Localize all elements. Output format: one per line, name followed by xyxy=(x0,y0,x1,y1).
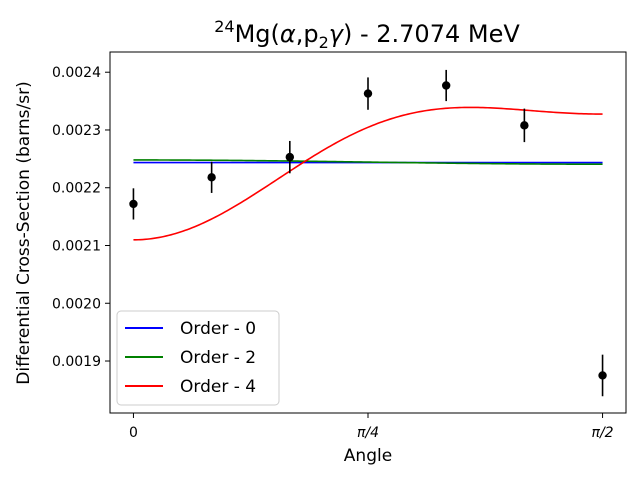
data-point xyxy=(598,371,607,380)
data-points xyxy=(129,69,607,397)
legend-label: Order - 2 xyxy=(180,348,256,368)
title-proton: ,p xyxy=(296,20,319,48)
legend-box xyxy=(116,310,280,406)
x-tick-label: π/2 xyxy=(592,425,614,441)
x-axis-ticks: 0 π/4 π/2 xyxy=(129,413,614,441)
x-tick-label: π/4 xyxy=(357,425,379,441)
data-point xyxy=(520,121,529,130)
title-isotope-superscript: 24 xyxy=(214,17,234,36)
title-element: Mg( xyxy=(235,20,280,48)
data-point xyxy=(441,81,451,90)
y-axis-label: Differential Cross-Section (barns/sr) xyxy=(14,81,34,384)
y-axis-ticks: 0.0019 0.0020 0.0021 0.0022 0.0023 0.0024 xyxy=(52,65,110,370)
y-tick-label: 0.0020 xyxy=(52,296,101,312)
y-tick-label: 0.0022 xyxy=(52,181,101,197)
legend: Order - 0 Order - 2 Order - 4 xyxy=(116,310,280,406)
y-tick-label: 0.0019 xyxy=(52,354,101,370)
data-point xyxy=(207,173,216,182)
title-gamma: γ xyxy=(329,20,345,48)
y-tick-label: 0.0024 xyxy=(52,65,101,81)
y-tick-label: 0.0021 xyxy=(52,238,101,254)
title-subscript: 2 xyxy=(319,33,329,52)
data-point xyxy=(363,89,373,98)
x-axis-label: Angle xyxy=(344,446,392,466)
data-point xyxy=(129,199,138,209)
x-tick-label: 0 xyxy=(129,425,138,441)
legend-label: Order - 4 xyxy=(180,377,256,397)
legend-label: Order - 0 xyxy=(180,319,256,339)
fit-line-order-1 xyxy=(133,159,603,165)
title-alpha: α xyxy=(280,20,296,48)
title-energy: ) - 2.7074 MeV xyxy=(343,20,520,48)
chart-title: 24Mg(α,p2γ) - 2.7074 MeV xyxy=(214,17,520,52)
data-point xyxy=(285,152,295,162)
y-tick-label: 0.0023 xyxy=(52,123,101,139)
